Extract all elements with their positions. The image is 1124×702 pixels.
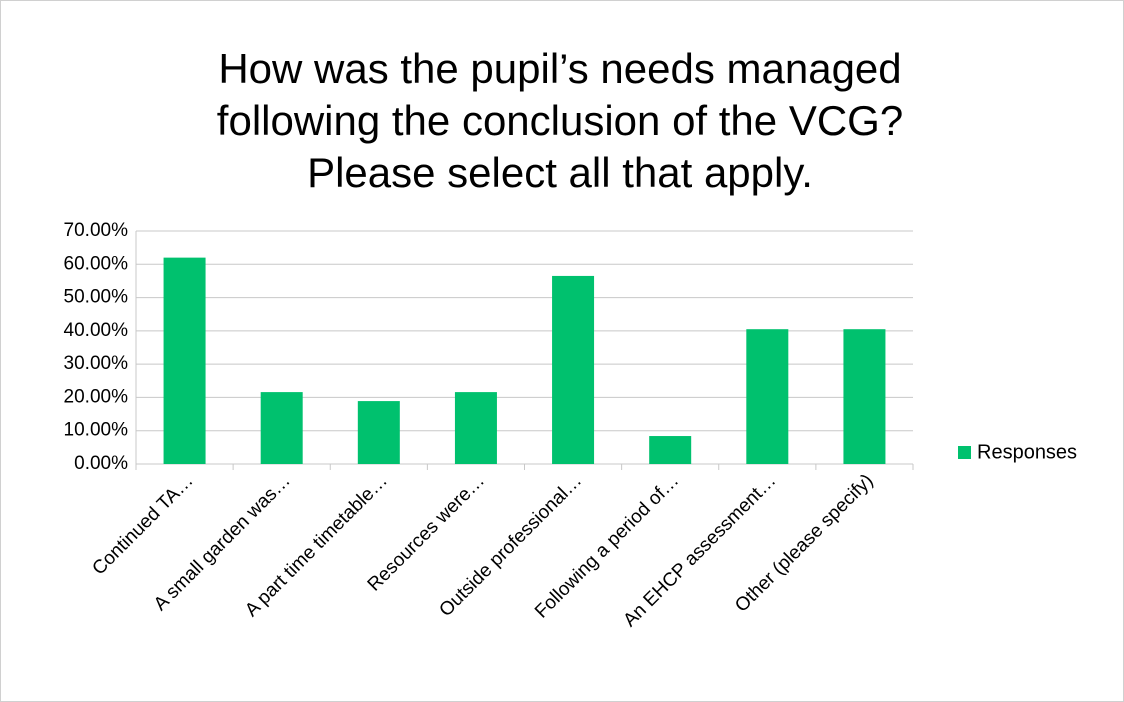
bar xyxy=(552,275,595,464)
y-tick-label: 30.00% xyxy=(64,353,129,374)
y-tick-label: 20.00% xyxy=(64,386,129,407)
chart-title: Please select all that apply. xyxy=(307,149,813,196)
y-tick-label: 50.00% xyxy=(64,287,129,308)
bar xyxy=(843,329,886,464)
legend-label: Responses xyxy=(977,441,1077,463)
y-tick-label: 60.00% xyxy=(64,253,129,274)
bar xyxy=(649,436,692,464)
bar xyxy=(260,392,303,464)
y-tick-label: 0.00% xyxy=(74,453,128,474)
y-tick-label: 10.00% xyxy=(64,420,129,441)
y-tick-label: 40.00% xyxy=(64,320,129,341)
bar xyxy=(357,401,400,464)
bar xyxy=(454,392,497,464)
legend-swatch xyxy=(958,446,971,459)
chart-title: following the conclusion of the VCG? xyxy=(217,97,903,144)
bar xyxy=(163,257,206,464)
bar xyxy=(746,329,789,464)
chart-title: How was the pupil’s needs managed xyxy=(218,45,901,92)
y-tick-label: 70.00% xyxy=(64,220,129,241)
